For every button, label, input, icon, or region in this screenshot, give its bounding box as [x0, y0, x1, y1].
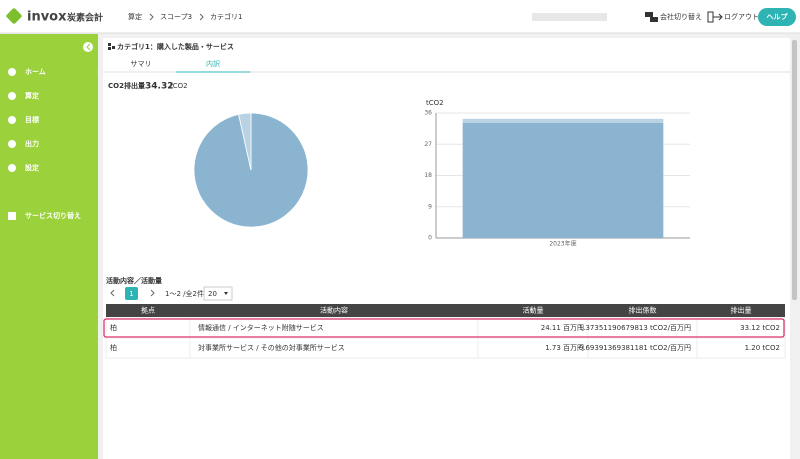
- per-page-select[interactable]: [203, 286, 233, 301]
- table-cell: 対事業所サービス / その他の対事業所サービス: [198, 343, 345, 352]
- pie-slice: [238, 112, 252, 171]
- y-tick-label: 27: [424, 141, 432, 148]
- section-title: 活動内容／活動量: [106, 276, 162, 285]
- y-axis-label: tCO2: [426, 99, 444, 107]
- logo-icon: [6, 8, 22, 24]
- menu-icon: [8, 116, 16, 124]
- tab[interactable]: サマリ: [131, 60, 152, 68]
- collapse-button[interactable]: [83, 42, 93, 52]
- menu-icon: [8, 140, 16, 148]
- menu-item[interactable]: 設定: [25, 163, 39, 172]
- tab-active[interactable]: 内訳: [206, 59, 220, 68]
- page-button[interactable]: [125, 287, 138, 300]
- table-cell: 情報通信 / インターネット附随サービス: [198, 323, 324, 332]
- table-header: [106, 304, 785, 317]
- table-cell: 1.37351190679813 tCO2/百万円: [579, 324, 691, 332]
- service-switch[interactable]: サービス切り替え: [25, 211, 81, 220]
- menu-item[interactable]: ホーム: [25, 68, 46, 76]
- total-value: 34.32: [145, 82, 173, 92]
- menu-icon: [8, 68, 16, 76]
- y-tick-label: 9: [428, 203, 432, 210]
- select-arrow: [224, 292, 228, 295]
- table-cell: 1.73 百万円: [545, 344, 584, 352]
- logout-icon: [707, 11, 723, 23]
- menu-item[interactable]: 出力: [25, 139, 39, 148]
- table-row: [105, 337, 786, 359]
- switch-icon: [645, 12, 658, 22]
- breadcrumb-item[interactable]: カテゴリ1: [210, 12, 242, 21]
- breadcrumb-item[interactable]: スコープ3: [160, 13, 192, 21]
- scrollbar[interactable]: [792, 40, 797, 300]
- y-tick-label: 18: [424, 172, 432, 179]
- page-number[interactable]: 1: [129, 290, 133, 298]
- logo-sub: 炭素会計: [67, 12, 103, 24]
- crumb-separator: [199, 13, 204, 21]
- table-cell: 1.20 tCO2: [745, 344, 780, 352]
- crumb-separator: [149, 13, 154, 21]
- pager-arrows[interactable]: [110, 289, 155, 297]
- menu-item[interactable]: 算定: [24, 91, 39, 100]
- total-label: CO2排出量: [108, 81, 145, 90]
- menu-icon: [8, 92, 16, 100]
- column-header: 活動量: [523, 306, 544, 315]
- switch-company[interactable]: 会社切り替え: [660, 12, 702, 21]
- per-page[interactable]: 20: [208, 290, 217, 298]
- table-cell: 24.11 百万円: [541, 324, 584, 332]
- title-icon: [108, 43, 115, 50]
- column-header: 活動内容: [320, 306, 348, 315]
- content-card: [103, 38, 790, 459]
- page-title: カテゴリ1：購入した製品・サービス: [117, 42, 234, 51]
- help-label[interactable]: ヘルプ: [767, 12, 789, 21]
- page-range: 1〜2 /全2件: [165, 289, 204, 298]
- header: [0, 0, 800, 33]
- table-cell: 柏: [110, 343, 117, 352]
- y-tick-label: 0: [428, 235, 432, 242]
- blurred-account: [532, 13, 607, 21]
- y-tick-label: 36: [424, 110, 432, 117]
- logo: invox: [27, 10, 67, 25]
- table-cell: 0.69391369381181 tCO2/百万円: [579, 344, 691, 352]
- bar-segment: [462, 118, 664, 123]
- column-header: 拠点: [141, 306, 155, 315]
- bar-segment: [462, 123, 664, 238]
- menu-item[interactable]: 目標: [25, 115, 39, 124]
- column-header: 排出係数: [629, 306, 657, 315]
- breadcrumb: 算定 スコープ3 カテゴリ1: [128, 12, 243, 21]
- bar-chart: tCO2 0 9 18 27 36 2023年度: [424, 99, 690, 248]
- pie-chart: [193, 112, 309, 228]
- menu-icon: [8, 164, 16, 172]
- service-icon: [8, 212, 16, 220]
- table-cell: 柏: [110, 323, 117, 332]
- sidebar: [0, 34, 98, 459]
- row-highlight: [103, 318, 785, 338]
- collapse-icon: [86, 43, 91, 51]
- column-header: 排出量: [731, 306, 752, 315]
- help-button[interactable]: [758, 8, 796, 26]
- x-tick-label: 2023年度: [549, 240, 576, 248]
- total-unit: tCO2: [170, 82, 188, 90]
- breadcrumb-item[interactable]: 算定: [128, 12, 142, 21]
- table-cell: 33.12 tCO2: [740, 324, 780, 332]
- logout[interactable]: ログアウト: [724, 12, 759, 21]
